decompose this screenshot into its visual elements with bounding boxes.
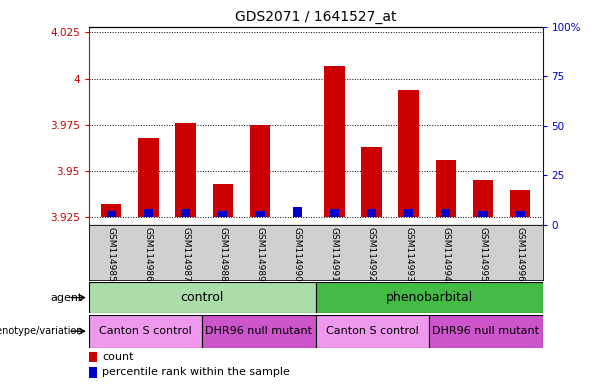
Text: GSM114990: GSM114990 — [292, 227, 302, 282]
Bar — [249, 125, 270, 217]
Bar — [138, 138, 159, 217]
Text: genotype/variation: genotype/variation — [0, 326, 83, 336]
Bar — [175, 123, 196, 217]
FancyBboxPatch shape — [429, 315, 543, 348]
Text: GSM114996: GSM114996 — [516, 227, 525, 282]
Text: control: control — [181, 291, 224, 304]
Bar — [510, 190, 530, 217]
Text: GSM114986: GSM114986 — [144, 227, 153, 282]
Bar — [107, 211, 116, 217]
Bar — [398, 90, 419, 217]
Text: GSM114987: GSM114987 — [181, 227, 190, 282]
Title: GDS2071 / 1641527_at: GDS2071 / 1641527_at — [235, 10, 397, 25]
Text: Canton S control: Canton S control — [326, 326, 419, 336]
Text: GSM114989: GSM114989 — [256, 227, 264, 282]
FancyBboxPatch shape — [89, 282, 316, 313]
Text: phenobarbital: phenobarbital — [386, 291, 473, 304]
Bar — [367, 209, 376, 217]
Bar — [292, 207, 302, 217]
Bar — [181, 209, 190, 217]
Bar — [89, 352, 97, 362]
Text: GSM114992: GSM114992 — [367, 227, 376, 282]
FancyBboxPatch shape — [316, 315, 429, 348]
FancyBboxPatch shape — [316, 282, 543, 313]
Text: GSM114985: GSM114985 — [107, 227, 116, 282]
FancyBboxPatch shape — [89, 315, 202, 348]
Bar — [89, 367, 97, 378]
Bar — [218, 211, 227, 217]
Bar — [441, 209, 451, 217]
Bar — [101, 204, 121, 217]
Text: agent: agent — [50, 293, 83, 303]
FancyBboxPatch shape — [202, 315, 316, 348]
Bar — [330, 209, 339, 217]
Bar — [213, 184, 233, 217]
Bar — [324, 66, 345, 217]
Bar — [144, 209, 153, 217]
Text: GSM114994: GSM114994 — [441, 227, 451, 282]
Text: count: count — [102, 352, 134, 362]
Text: Canton S control: Canton S control — [99, 326, 192, 336]
Text: DHR96 null mutant: DHR96 null mutant — [432, 326, 539, 336]
Bar — [473, 180, 493, 217]
Bar — [478, 211, 487, 217]
Text: GSM114995: GSM114995 — [479, 227, 487, 282]
Text: GSM114991: GSM114991 — [330, 227, 339, 282]
Bar — [256, 211, 265, 217]
Text: percentile rank within the sample: percentile rank within the sample — [102, 367, 291, 377]
Text: DHR96 null mutant: DHR96 null mutant — [205, 326, 313, 336]
Text: GSM114988: GSM114988 — [218, 227, 227, 282]
Bar — [516, 211, 525, 217]
Bar — [361, 147, 382, 217]
Bar — [436, 160, 456, 217]
Bar — [404, 209, 413, 217]
Text: GSM114993: GSM114993 — [404, 227, 413, 282]
